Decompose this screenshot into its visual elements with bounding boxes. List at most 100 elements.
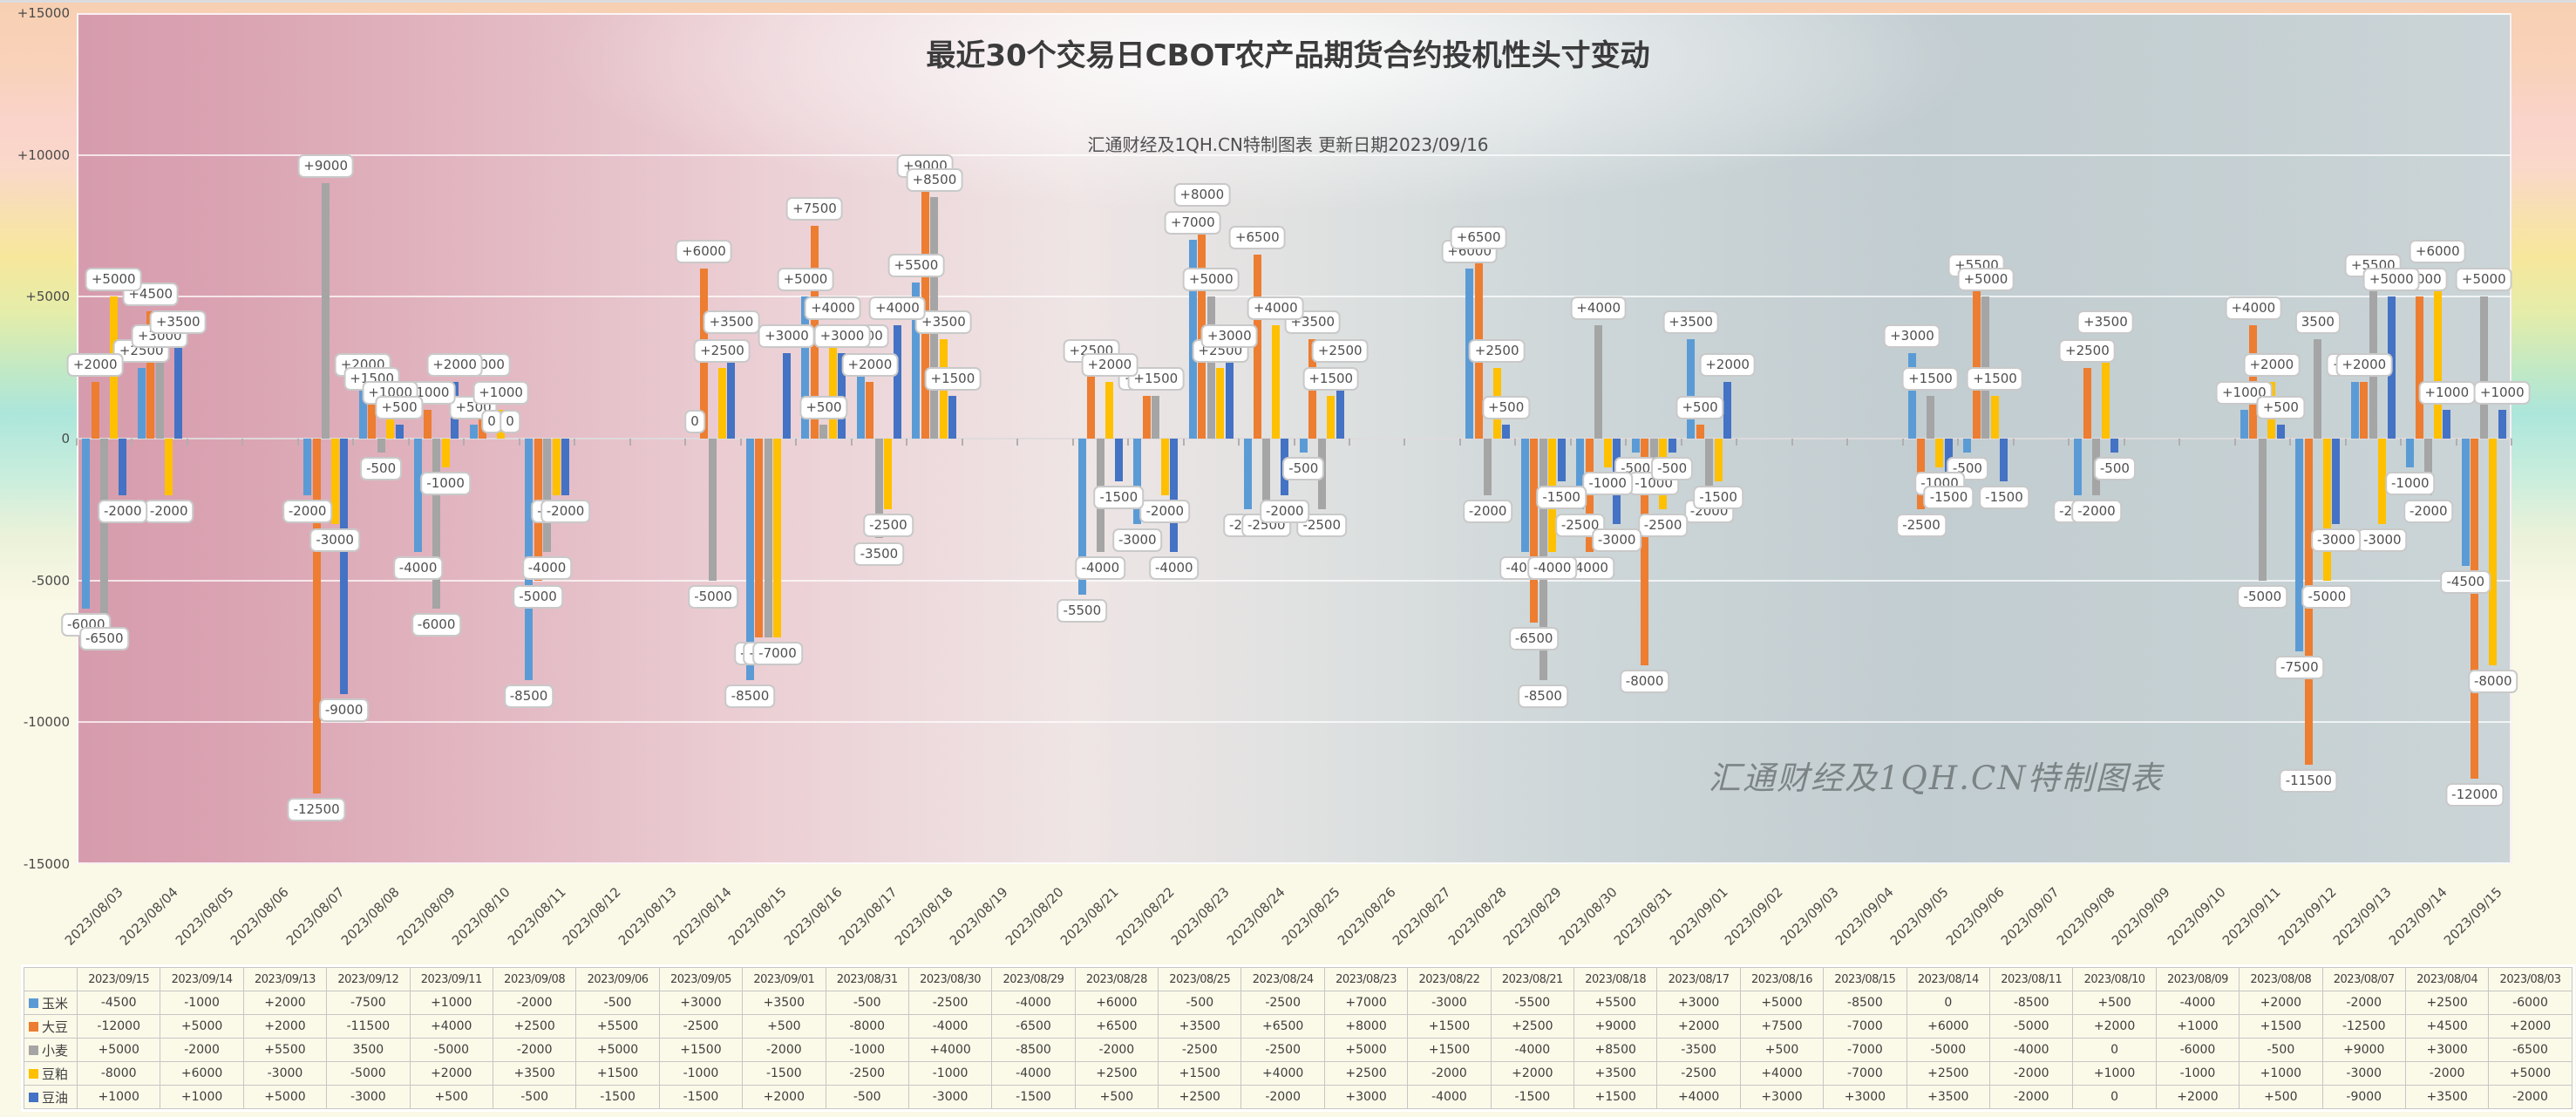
table-cell: +2000 — [2488, 1014, 2573, 1039]
bar-label: +4000 — [869, 296, 926, 320]
bar-玉米 — [801, 296, 810, 439]
table-cell: -1000 — [160, 991, 244, 1015]
legend-swatch — [29, 1021, 38, 1032]
table-date-header: 2023/08/30 — [907, 967, 993, 991]
bar-label: +5000 — [2455, 268, 2512, 292]
series-label-cell: 玉米 — [24, 991, 78, 1015]
axis-tick — [795, 439, 798, 446]
table-date-header: 2023/08/16 — [1739, 967, 1825, 991]
table-cell: -9000 — [2321, 1085, 2406, 1109]
legend-swatch — [29, 1092, 38, 1102]
bar-豆油 — [1225, 353, 1234, 439]
table-cell: -6500 — [991, 1014, 1076, 1039]
table-cell: -7000 — [1823, 1014, 1907, 1039]
table-cell: -3000 — [1407, 991, 1492, 1015]
bar-大豆 — [1253, 254, 1261, 439]
table-cell: +5000 — [575, 1038, 660, 1062]
series-label-cell: 小麦 — [24, 1038, 78, 1062]
bar-豆油 — [1502, 424, 1511, 439]
table-cell: -4500 — [76, 991, 161, 1015]
table-date-header: 2023/08/15 — [1823, 967, 1907, 991]
table-cell: +5500 — [242, 1038, 328, 1062]
table-cell: -2000 — [1988, 1061, 2074, 1086]
table-corner-cell — [24, 967, 78, 991]
table-cell: -6000 — [2488, 991, 2573, 1015]
bar-大豆 — [368, 396, 377, 439]
table-cell: +500 — [2072, 991, 2157, 1015]
bar-label: +1500 — [1302, 367, 1360, 392]
bar-label: -8000 — [1619, 670, 1670, 694]
bar-豆粕 — [884, 439, 893, 510]
bar-豆粕 — [1327, 396, 1336, 439]
bar-豆粕 — [1216, 367, 1225, 439]
axis-tick — [352, 439, 355, 446]
table-cell: -8500 — [1988, 991, 2074, 1015]
table-cell: +1500 — [1407, 1014, 1492, 1039]
bar-label: -2000 — [540, 500, 591, 524]
table-cell: +500 — [409, 1085, 493, 1109]
bar-玉米 — [1907, 353, 1916, 439]
bar-小麦 — [543, 439, 552, 553]
table-cell: +5500 — [575, 1014, 660, 1039]
bar-豆油 — [1114, 439, 1123, 481]
bar-label: -2500 — [1296, 514, 1348, 538]
bar-豆油 — [2110, 439, 2119, 453]
table-row: 玉米 -4500 -1000 +2000 -7500 +1000 -2000 -500 +300… — [24, 991, 2573, 1015]
bar-玉米 — [2461, 439, 2470, 567]
bar-label: -500 — [1651, 457, 1694, 481]
bar-豆粕 — [1160, 439, 1169, 496]
bar-label: -2500 — [863, 514, 914, 538]
watermark: 汇通财经及1QH.CN特制图表 — [1709, 759, 2164, 797]
bar-label: -2000 — [2071, 500, 2122, 524]
table-cell: -3000 — [242, 1061, 328, 1086]
table-cell: -500 — [2239, 1038, 2323, 1062]
bar-豆油 — [561, 439, 570, 496]
bar-大豆 — [866, 381, 874, 439]
bar-小麦 — [322, 183, 330, 439]
bar-豆油 — [782, 353, 791, 439]
table-cell: +4000 — [907, 1038, 993, 1062]
chart-subtitle: 汇通财经及1QH.CN特制图表 更新日期2023/09/16 — [1087, 134, 1489, 155]
series-label-cell: 大豆 — [24, 1014, 78, 1039]
bar-label: +1000 — [2418, 381, 2476, 405]
bar-label: +1500 — [1967, 367, 2023, 392]
table-cell: -1000 — [2155, 1061, 2240, 1086]
table-cell: +1500 — [2239, 1014, 2323, 1039]
axis-tick — [1957, 439, 1960, 446]
bar-label: +5000 — [1182, 268, 1240, 292]
bar-label: +3500 — [2077, 310, 2134, 335]
bar-label: -1500 — [1093, 485, 1145, 509]
axis-tick — [2344, 439, 2347, 446]
table-cell: -8500 — [991, 1038, 1076, 1062]
table-cell: -3500 — [1656, 1038, 1741, 1062]
bar-豆粕 — [1990, 396, 1999, 439]
bar-玉米 — [358, 381, 367, 439]
bar-label: -1500 — [1923, 485, 1974, 509]
bar-小麦 — [2479, 296, 2488, 439]
bar-大豆 — [423, 410, 432, 439]
bar-label: +3500 — [703, 310, 760, 335]
bar-label: +6500 — [1228, 225, 1286, 249]
table-cell: +2500 — [2404, 991, 2490, 1015]
table-date-header: 2023/08/28 — [1074, 967, 1159, 991]
table-cell: +4000 — [1656, 1085, 1741, 1109]
bar-label: +5000 — [2362, 268, 2420, 292]
bar-玉米 — [2240, 410, 2248, 439]
bar-label: -2000 — [1462, 500, 1513, 524]
y-axis-label: 0 — [61, 431, 70, 446]
bar-label: -8500 — [724, 684, 776, 708]
bar-label: +3000 — [758, 324, 815, 349]
table-date-header: 2023/08/10 — [2072, 967, 2157, 991]
series-name: 豆油 — [42, 1089, 69, 1106]
bar-label: +500 — [375, 395, 424, 419]
table-cell: +2500 — [1074, 1061, 1159, 1086]
bar-label: -4000 — [392, 556, 444, 581]
bar-大豆 — [755, 439, 764, 637]
table-cell: -2000 — [1407, 1061, 1492, 1086]
table-cell: +3000 — [1739, 1085, 1825, 1109]
table-cell: +5000 — [160, 1014, 244, 1039]
bar-豆油 — [727, 339, 736, 439]
table-cell: +6000 — [1074, 991, 1159, 1015]
table-cell: +4500 — [2404, 1014, 2490, 1039]
table-cell: -2000 — [492, 1038, 577, 1062]
